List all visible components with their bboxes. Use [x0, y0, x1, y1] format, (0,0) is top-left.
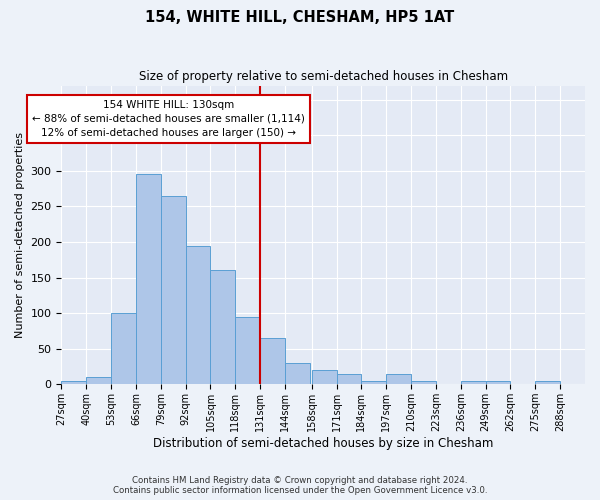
Title: Size of property relative to semi-detached houses in Chesham: Size of property relative to semi-detach… — [139, 70, 508, 83]
X-axis label: Distribution of semi-detached houses by size in Chesham: Distribution of semi-detached houses by … — [153, 437, 493, 450]
Text: 154, WHITE HILL, CHESHAM, HP5 1AT: 154, WHITE HILL, CHESHAM, HP5 1AT — [145, 10, 455, 25]
Bar — [386, 374, 411, 384]
Bar — [485, 380, 511, 384]
Bar — [260, 338, 285, 384]
Bar — [535, 380, 560, 384]
Bar — [285, 363, 310, 384]
Bar — [185, 246, 211, 384]
Bar — [411, 380, 436, 384]
Bar — [86, 377, 111, 384]
Text: 154 WHITE HILL: 130sqm
← 88% of semi-detached houses are smaller (1,114)
12% of : 154 WHITE HILL: 130sqm ← 88% of semi-det… — [32, 100, 305, 138]
Bar — [61, 380, 86, 384]
Text: Contains HM Land Registry data © Crown copyright and database right 2024.
Contai: Contains HM Land Registry data © Crown c… — [113, 476, 487, 495]
Bar — [235, 316, 260, 384]
Bar — [461, 380, 485, 384]
Y-axis label: Number of semi-detached properties: Number of semi-detached properties — [15, 132, 25, 338]
Bar — [361, 380, 386, 384]
Bar — [111, 313, 136, 384]
Bar — [161, 196, 185, 384]
Bar — [312, 370, 337, 384]
Bar — [337, 374, 361, 384]
Bar — [211, 270, 235, 384]
Bar — [136, 174, 161, 384]
